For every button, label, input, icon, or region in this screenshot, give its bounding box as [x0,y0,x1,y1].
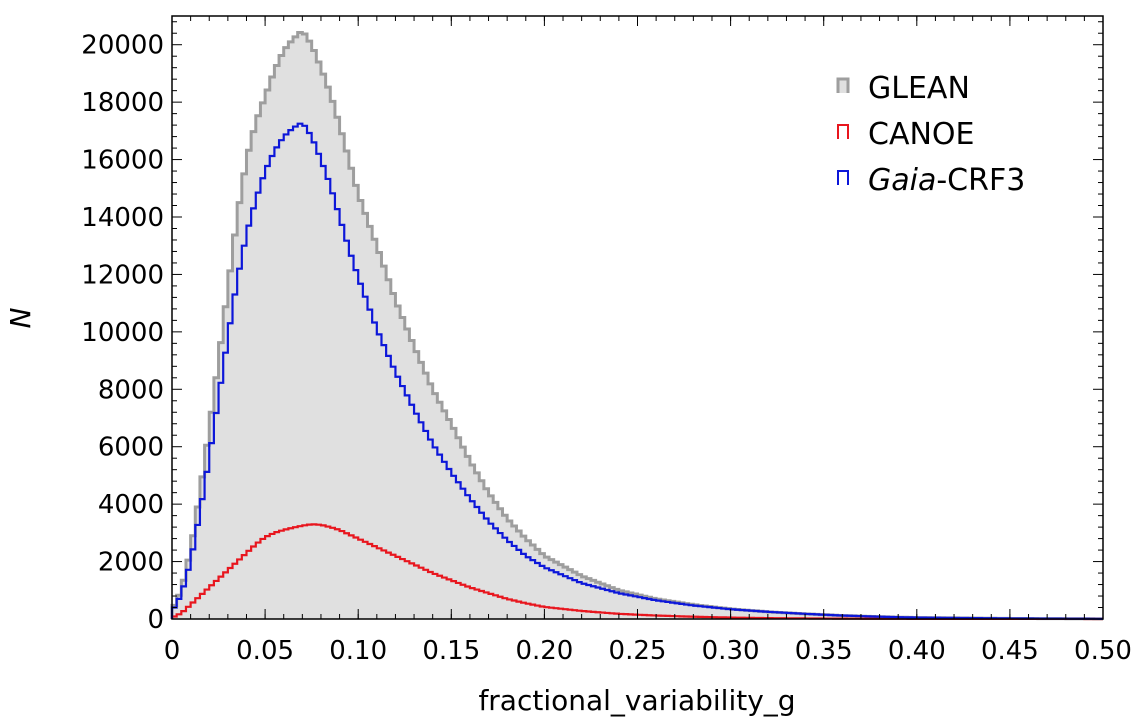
y-tick-label: 12000 [81,260,164,290]
y-tick-label: 10000 [81,318,164,348]
x-tick-label: 0 [164,636,181,666]
x-tick-label: 0.10 [329,636,387,666]
legend-item-canoe: CANOE [837,117,974,152]
x-tick-label: 0.20 [515,636,573,666]
y-tick-label: 20000 [81,31,164,61]
legend: GLEAN CANOE Gaia-CRF3 [836,71,1025,198]
y-tick-label: 4000 [98,490,164,520]
legend-swatch [837,170,849,185]
y-tick-label: 8000 [98,375,164,405]
x-tick-label: 0.35 [795,636,853,666]
y-tick-label: 14000 [81,203,164,233]
y-axis-title: N [4,307,37,328]
x-tick-label: 0.15 [422,636,480,666]
x-tick-label: 0.30 [702,636,760,666]
legend-swatch [836,77,850,93]
series-gaia-crf3-line [170,122,1103,620]
y-tick-label: 2000 [98,548,164,578]
legend-item-glean: GLEAN [836,71,970,106]
x-tick-label: 0.05 [236,636,294,666]
x-tick-label: 0.50 [1074,636,1132,666]
x-tick-label: 0.40 [888,636,946,666]
legend-label: Gaia-CRF3 [868,163,1025,198]
legend-swatch [837,124,849,139]
y-tick-label: 6000 [98,433,164,463]
legend-label: GLEAN [868,71,970,106]
x-tick-label: 0.45 [981,636,1039,666]
y-tick-label: 0 [147,605,164,635]
axis-ticks: 0 0.05 0.10 0.15 0.20 0.25 0.30 0.35 0.40 0.45 0.5… [81,16,1132,666]
y-tick-label: 16000 [81,146,164,176]
legend-label: CANOE [868,117,974,152]
series-glean-fill [172,32,1103,619]
x-tick-label: 0.25 [609,636,667,666]
legend-item-gaia-crf3: Gaia-CRF3 [837,163,1025,198]
x-axis-title: fractional_variability_g [478,684,795,717]
y-tick-label: 18000 [81,88,164,118]
